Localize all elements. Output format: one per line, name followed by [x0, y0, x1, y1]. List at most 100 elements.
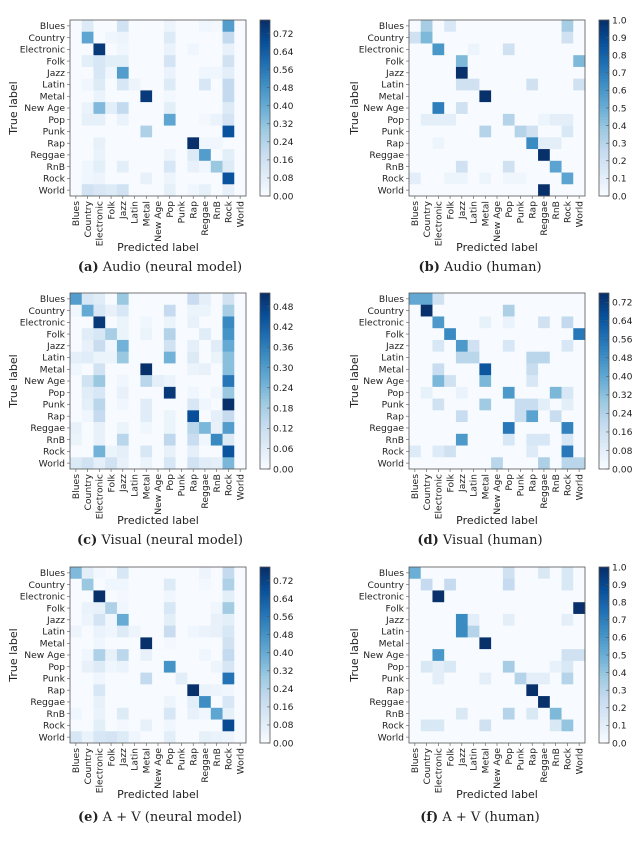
- colorbar-segment: [599, 110, 609, 115]
- caption-text: Visual (neural model): [101, 533, 243, 548]
- heatmap-cell: [152, 445, 165, 458]
- heatmap-cell: [444, 731, 457, 744]
- x-tick-label: Electronic: [434, 748, 445, 793]
- heatmap-cell: [175, 684, 188, 697]
- heatmap-cell: [152, 363, 165, 376]
- y-tick-label: Punk: [43, 400, 66, 411]
- y-tick-label: Metal: [40, 364, 65, 375]
- heatmap-cell: [199, 375, 212, 388]
- heatmap-cell: [105, 731, 118, 744]
- colorbar-segment: [260, 369, 270, 373]
- heatmap-cell: [234, 672, 247, 685]
- y-tick-label: Punk: [43, 674, 66, 685]
- colorbar-segment: [599, 628, 609, 632]
- heatmap-cell: [199, 613, 212, 626]
- heatmap-cell: [432, 660, 445, 673]
- heatmap-cell: [222, 684, 235, 697]
- heatmap-cell: [81, 363, 94, 376]
- heatmap-cell: [163, 696, 176, 709]
- heatmap-cell: [409, 707, 422, 720]
- heatmap-cell: [222, 31, 235, 44]
- heatmap-cell: [93, 78, 106, 91]
- heatmap-cell: [514, 293, 527, 306]
- heatmap-cell: [105, 637, 118, 650]
- heatmap-cell: [514, 578, 527, 591]
- heatmap-cell: [152, 293, 165, 306]
- colorbar-segment: [599, 339, 609, 344]
- heatmap-cell: [163, 160, 176, 173]
- heatmap-cell: [210, 457, 223, 470]
- x-tick-label: Punk: [516, 747, 527, 770]
- colorbar-segment: [599, 643, 609, 647]
- colorbar-tick-label: 0.9: [612, 33, 627, 44]
- x-axis-title: Predicted label: [117, 514, 199, 527]
- heatmap-cell: [175, 137, 188, 150]
- heatmap-cell: [455, 184, 468, 197]
- heatmap-cell: [549, 363, 562, 376]
- heatmap-cell: [549, 567, 562, 580]
- heatmap-cell: [444, 328, 457, 341]
- heatmap-cell: [573, 149, 586, 162]
- heatmap-cell: [70, 293, 83, 306]
- heatmap-cell: [175, 102, 188, 115]
- heatmap-cell: [210, 43, 223, 56]
- heatmap-cell: [549, 160, 562, 173]
- colorbar-segment: [260, 445, 270, 449]
- y-tick-label: Metal: [379, 638, 404, 649]
- heatmap-cell: [549, 613, 562, 626]
- heatmap-cell: [526, 316, 539, 329]
- heatmap-cell: [152, 90, 165, 103]
- heatmap-cell: [573, 125, 586, 138]
- colorbar-segment: [599, 146, 609, 150]
- heatmap-b: BluesCountryElectronicFolkJazzLatinMetal…: [348, 15, 627, 254]
- y-tick-label: Metal: [379, 364, 404, 375]
- colorbar-segment: [260, 58, 270, 62]
- colorbar-segment: [260, 375, 270, 379]
- heatmap-cell: [70, 386, 83, 399]
- heatmap-cell: [116, 149, 129, 162]
- heatmap-cell: [152, 422, 165, 435]
- heatmap-cell: [175, 351, 188, 364]
- colorbar-segment: [599, 704, 609, 709]
- heatmap-cell: [491, 66, 504, 79]
- heatmap-cell: [128, 707, 141, 720]
- heatmap-cell: [573, 637, 586, 650]
- y-tick-label: Blues: [379, 568, 404, 579]
- x-tick-label: Reggae: [200, 748, 211, 783]
- panel-c: Blues Country Electronic Folk Jazz Latin Metal…: [0, 273, 320, 563]
- x-tick-label: Reggae: [539, 474, 550, 509]
- heatmap-cell: [93, 625, 106, 638]
- x-tick-label: Jazz: [118, 201, 129, 220]
- heatmap-cell: [152, 43, 165, 56]
- colorbar-tick-label: 0.24: [612, 409, 633, 420]
- heatmap-cell: [175, 339, 188, 352]
- colorbar-segment: [599, 663, 609, 668]
- heatmap-cell: [187, 602, 200, 615]
- heatmap-cell: [116, 375, 129, 388]
- heatmap-cell: [479, 422, 492, 435]
- heatmap-cell: [444, 113, 457, 126]
- x-tick-label: Folk: [445, 473, 456, 492]
- heatmap-cell: [467, 149, 480, 162]
- heatmap-cell: [199, 316, 212, 329]
- heatmap-cell: [514, 102, 527, 115]
- colorbar-segment: [260, 20, 270, 24]
- x-tick-label: RnB: [212, 748, 223, 767]
- heatmap-cell: [105, 316, 118, 329]
- heatmap-cell: [432, 375, 445, 388]
- colorbar-segment: [599, 55, 609, 59]
- colorbar-segment: [599, 649, 609, 653]
- heatmap-cell: [502, 66, 515, 79]
- colorbar-tick-label: 0.7: [612, 68, 627, 79]
- heatmap-cell: [549, 457, 562, 470]
- heatmap-cell: [538, 410, 551, 423]
- colorbar-segment: [599, 64, 609, 68]
- heatmap-cell: [549, 90, 562, 103]
- heatmap-cell: [187, 363, 200, 376]
- heatmap-cell: [210, 172, 223, 185]
- heatmap-cell: [175, 328, 188, 341]
- y-tick-label: New Age: [24, 376, 65, 387]
- colorbar-tick-label: 0.32: [612, 390, 632, 401]
- heatmap-cell: [526, 137, 539, 150]
- heatmap-cell: [467, 696, 480, 709]
